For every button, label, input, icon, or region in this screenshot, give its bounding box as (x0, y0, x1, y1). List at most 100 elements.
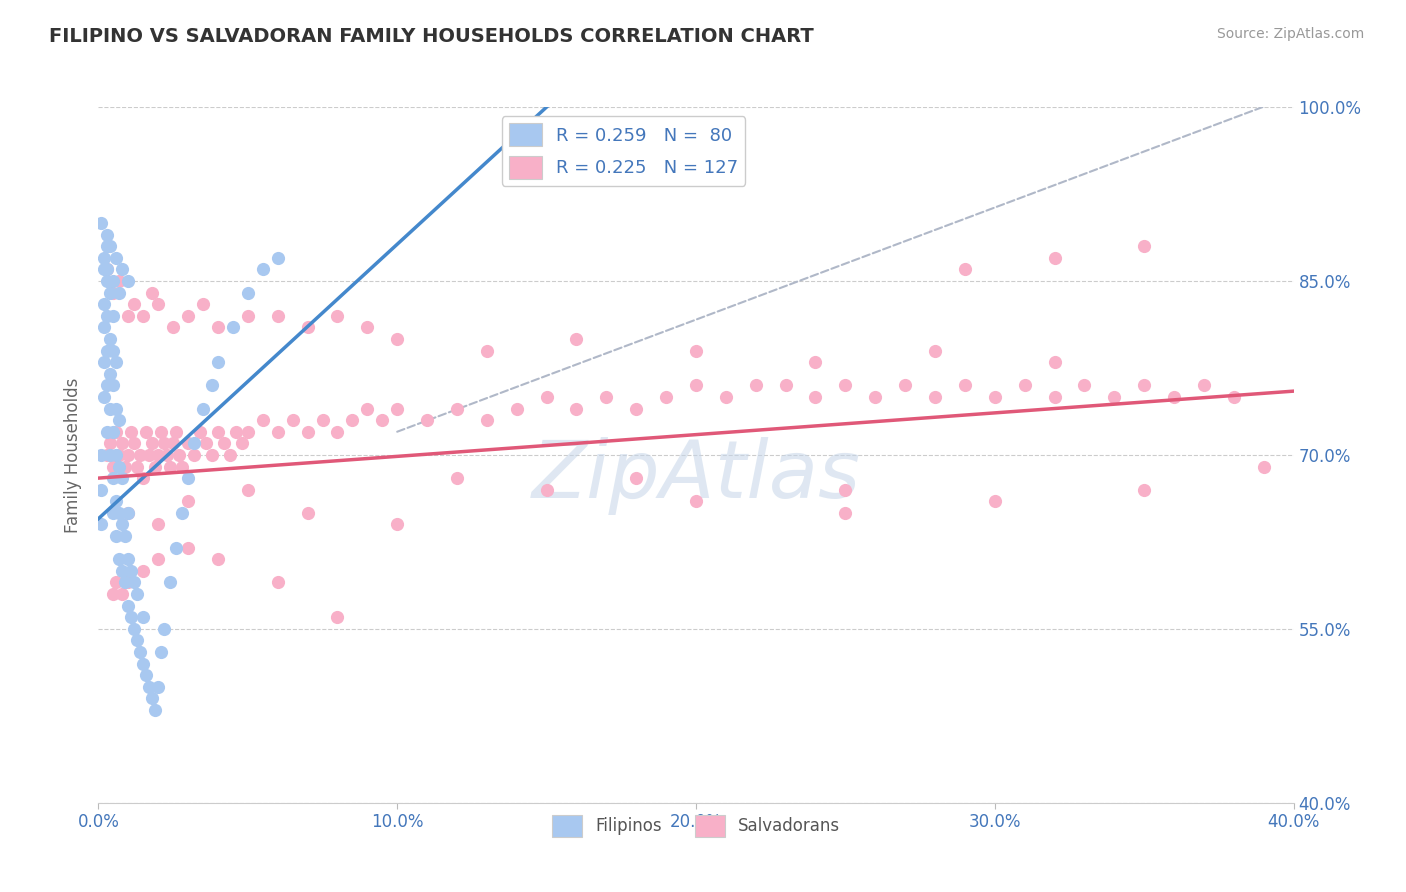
Point (536, 390, 558, 404)
Point (1043, 390, 1066, 404)
Point (103, 506, 125, 520)
Point (159, 459, 181, 474)
Point (105, 251, 128, 265)
Point (148, 448, 170, 462)
Point (148, 680, 170, 694)
Point (183, 436, 205, 450)
Point (103, 459, 125, 474)
Point (93, 320, 115, 334)
Point (207, 355, 229, 369)
Point (924, 390, 946, 404)
Point (111, 471, 134, 485)
Point (141, 285, 163, 300)
Point (1043, 251, 1066, 265)
Point (267, 425, 290, 439)
Point (446, 401, 468, 416)
Point (446, 471, 468, 485)
Point (225, 425, 247, 439)
Point (984, 494, 1007, 508)
Point (132, 610, 155, 624)
Point (236, 425, 259, 439)
Point (165, 541, 187, 555)
Point (201, 448, 224, 462)
Point (132, 471, 155, 485)
Point (150, 645, 173, 659)
Point (108, 506, 131, 520)
Point (1014, 378, 1036, 392)
Point (252, 413, 274, 427)
Point (371, 413, 394, 427)
Point (356, 320, 378, 334)
Point (127, 587, 149, 601)
Point (159, 575, 181, 590)
Point (745, 378, 768, 392)
Point (1073, 378, 1095, 392)
Point (626, 401, 648, 416)
Point (267, 251, 290, 265)
Point (129, 645, 152, 659)
Point (297, 506, 319, 520)
Point (93, 262, 115, 277)
Point (108, 459, 131, 474)
Point (201, 378, 224, 392)
Point (865, 390, 887, 404)
Point (475, 413, 498, 427)
Point (90, 517, 112, 532)
Point (105, 448, 128, 462)
Point (222, 320, 245, 334)
Point (984, 390, 1007, 404)
Point (96, 227, 118, 242)
Point (129, 448, 152, 462)
Point (177, 436, 200, 450)
Text: Source: ZipAtlas.com: Source: ZipAtlas.com (1216, 27, 1364, 41)
Point (326, 309, 349, 323)
Point (252, 262, 274, 277)
Point (124, 575, 146, 590)
Point (1104, 390, 1126, 404)
Point (103, 471, 125, 485)
Point (1253, 459, 1275, 474)
Point (132, 657, 155, 671)
Point (177, 541, 200, 555)
Point (894, 378, 917, 392)
Point (96, 262, 118, 277)
Point (195, 436, 218, 450)
Point (141, 691, 163, 706)
Point (120, 425, 142, 439)
Point (127, 459, 149, 474)
Point (685, 378, 707, 392)
Point (297, 425, 319, 439)
Point (536, 483, 558, 497)
Point (96, 274, 118, 288)
Point (120, 564, 142, 578)
Point (117, 309, 139, 323)
Point (120, 610, 142, 624)
Point (177, 309, 200, 323)
Point (342, 413, 364, 427)
Point (98, 285, 122, 300)
Point (114, 459, 136, 474)
Point (103, 587, 125, 601)
Point (148, 297, 170, 311)
Point (90, 216, 112, 230)
Point (93, 251, 115, 265)
Point (834, 506, 856, 520)
Point (834, 483, 856, 497)
Point (135, 668, 157, 682)
Point (127, 633, 149, 648)
Point (565, 401, 588, 416)
Point (111, 587, 134, 601)
Point (191, 401, 214, 416)
Point (96, 343, 118, 358)
Point (117, 599, 139, 613)
Point (1133, 378, 1156, 392)
Point (105, 355, 128, 369)
Point (117, 575, 139, 590)
Point (105, 494, 128, 508)
Point (96, 378, 118, 392)
Point (281, 413, 304, 427)
Point (117, 448, 139, 462)
Point (117, 506, 139, 520)
Point (105, 529, 128, 543)
Point (108, 274, 131, 288)
